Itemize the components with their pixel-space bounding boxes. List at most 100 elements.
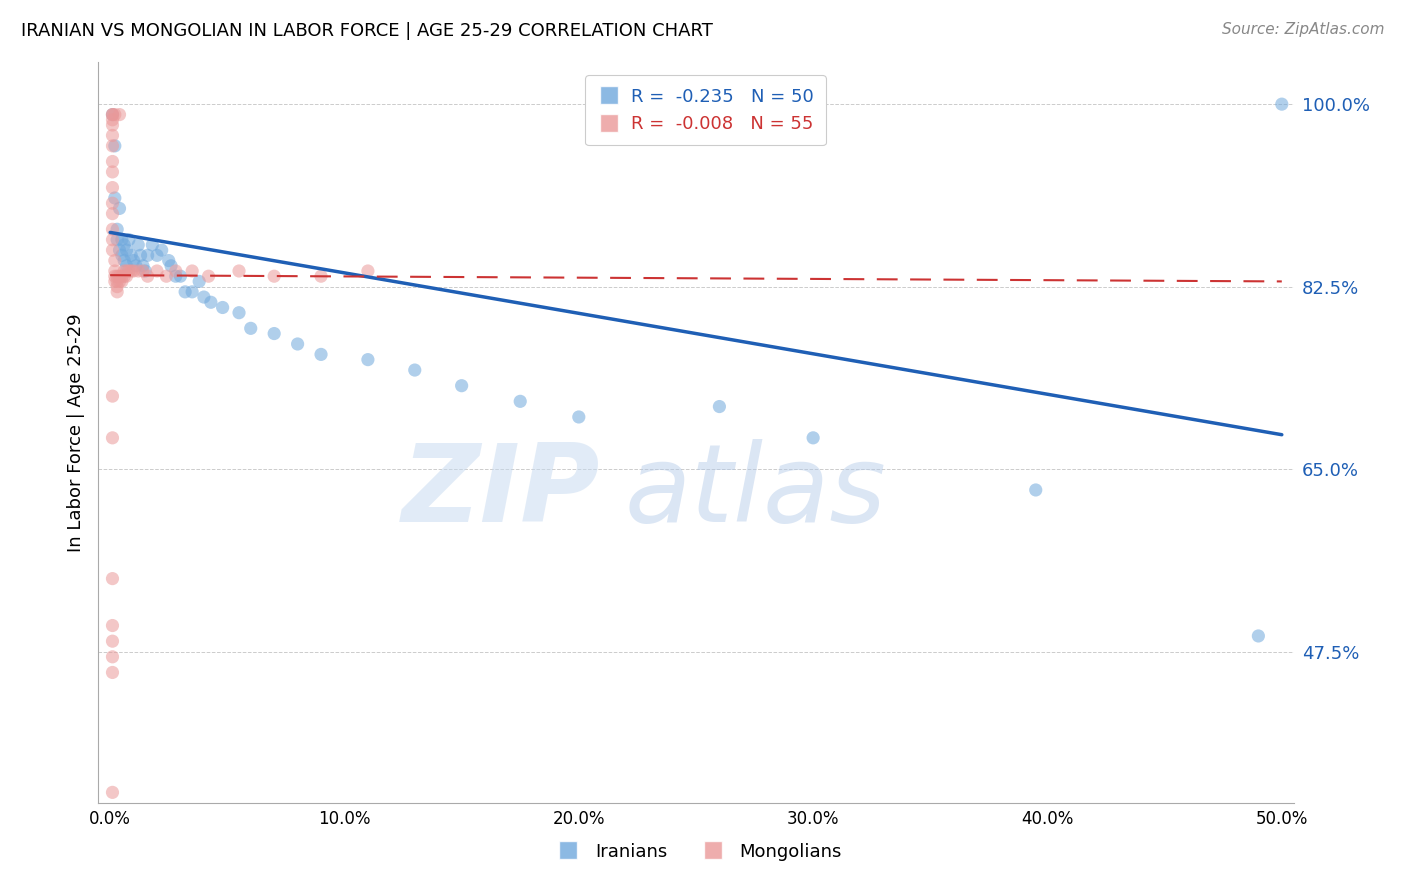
Point xyxy=(101,154,124,169)
Point xyxy=(309,269,332,284)
Point xyxy=(111,269,134,284)
Point xyxy=(165,269,187,284)
Point xyxy=(112,253,135,268)
Point xyxy=(118,264,141,278)
Point xyxy=(197,269,219,284)
Point xyxy=(239,321,262,335)
Point xyxy=(1025,483,1047,497)
Point xyxy=(287,337,309,351)
Point xyxy=(104,191,127,205)
Point xyxy=(108,269,131,284)
Point xyxy=(101,107,124,121)
Point xyxy=(122,264,145,278)
Point xyxy=(101,634,124,648)
Point xyxy=(104,264,127,278)
Point xyxy=(101,139,124,153)
Point xyxy=(141,238,163,252)
Point xyxy=(200,295,222,310)
Point xyxy=(104,139,127,153)
Point xyxy=(118,233,141,247)
Point xyxy=(228,306,250,320)
Point xyxy=(112,238,135,252)
Point xyxy=(193,290,215,304)
Point xyxy=(132,259,155,273)
Point xyxy=(101,665,124,680)
Point xyxy=(101,107,124,121)
Point xyxy=(101,196,124,211)
Point xyxy=(263,269,285,284)
Point xyxy=(108,274,131,288)
Point xyxy=(108,107,131,121)
Point xyxy=(181,285,204,299)
Point xyxy=(129,248,152,262)
Text: Source: ZipAtlas.com: Source: ZipAtlas.com xyxy=(1222,22,1385,37)
Point xyxy=(169,269,191,284)
Point xyxy=(404,363,426,377)
Point xyxy=(115,264,138,278)
Point xyxy=(157,253,180,268)
Point xyxy=(568,409,591,424)
Point xyxy=(101,785,124,799)
Point xyxy=(101,572,124,586)
Point xyxy=(120,264,142,278)
Point xyxy=(160,259,183,273)
Point xyxy=(709,400,731,414)
Point xyxy=(101,233,124,247)
Point xyxy=(115,243,138,257)
Point xyxy=(101,389,124,403)
Legend: Iranians, Mongolians: Iranians, Mongolians xyxy=(543,836,849,868)
Point xyxy=(105,269,128,284)
Point xyxy=(101,618,124,632)
Point xyxy=(211,301,233,315)
Point xyxy=(104,253,127,268)
Point xyxy=(357,352,380,367)
Point xyxy=(101,180,124,194)
Point xyxy=(181,264,204,278)
Point xyxy=(101,112,124,127)
Point xyxy=(101,243,124,257)
Point xyxy=(111,274,134,288)
Point xyxy=(150,243,173,257)
Point xyxy=(111,233,134,247)
Point xyxy=(801,431,824,445)
Point xyxy=(115,269,138,284)
Point xyxy=(146,264,169,278)
Point xyxy=(509,394,531,409)
Point xyxy=(101,649,124,664)
Point xyxy=(115,259,138,273)
Point xyxy=(155,269,177,284)
Point xyxy=(188,274,211,288)
Point xyxy=(105,285,128,299)
Point xyxy=(101,222,124,236)
Point xyxy=(104,269,127,284)
Point xyxy=(101,107,124,121)
Point xyxy=(104,107,127,121)
Point xyxy=(228,264,250,278)
Point xyxy=(112,264,135,278)
Point xyxy=(105,222,128,236)
Text: ZIP: ZIP xyxy=(402,439,600,545)
Point xyxy=(111,248,134,262)
Point xyxy=(112,269,135,284)
Point xyxy=(1271,97,1294,112)
Point xyxy=(122,253,145,268)
Point xyxy=(105,274,128,288)
Point xyxy=(450,378,472,392)
Point xyxy=(174,285,197,299)
Point xyxy=(132,264,155,278)
Point xyxy=(101,128,124,143)
Y-axis label: In Labor Force | Age 25-29: In Labor Force | Age 25-29 xyxy=(66,313,84,552)
Point xyxy=(101,118,124,132)
Point xyxy=(1247,629,1270,643)
Point xyxy=(108,243,131,257)
Point xyxy=(146,248,169,262)
Point xyxy=(120,248,142,262)
Point xyxy=(101,207,124,221)
Text: atlas: atlas xyxy=(624,440,886,544)
Point xyxy=(309,347,332,361)
Text: IRANIAN VS MONGOLIAN IN LABOR FORCE | AGE 25-29 CORRELATION CHART: IRANIAN VS MONGOLIAN IN LABOR FORCE | AG… xyxy=(21,22,713,40)
Point xyxy=(127,264,149,278)
Point xyxy=(127,238,149,252)
Point xyxy=(125,259,148,273)
Point xyxy=(104,274,127,288)
